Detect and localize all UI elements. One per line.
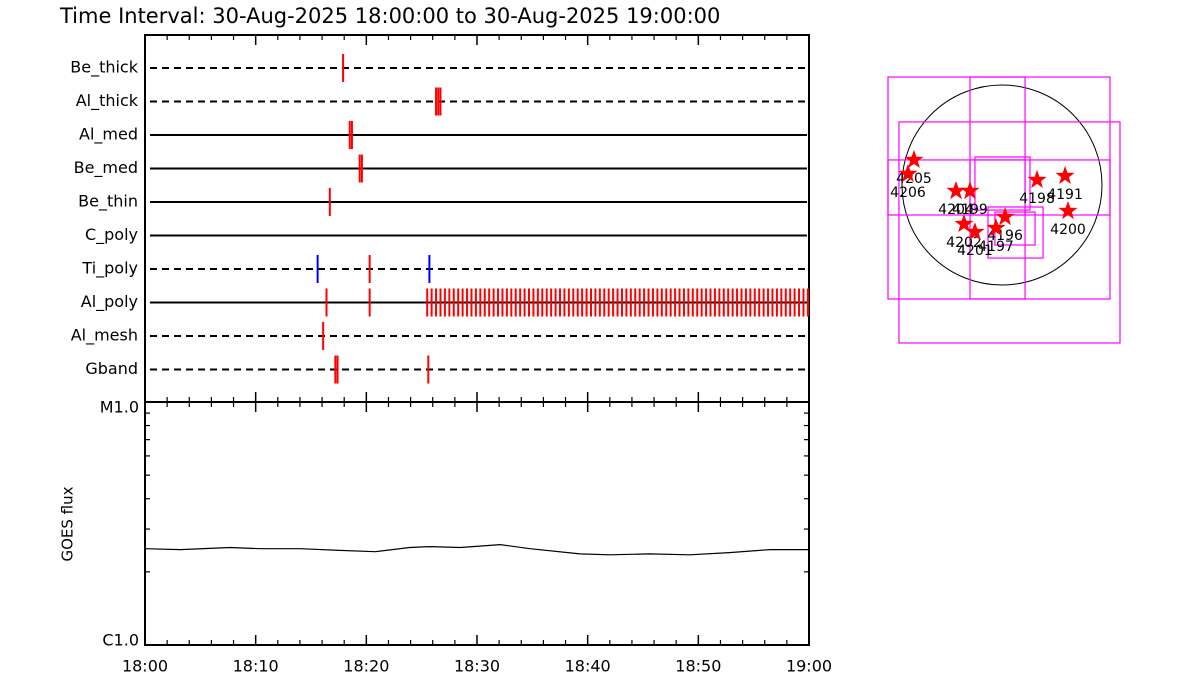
x-tick-label: 19:00 bbox=[786, 657, 832, 676]
x-tick-label: 18:50 bbox=[675, 657, 721, 676]
region-label: 4204 bbox=[938, 202, 974, 218]
fov-box bbox=[887, 159, 1026, 300]
title: Time Interval: 30-Aug-2025 18:00:00 to 3… bbox=[59, 4, 720, 28]
x-tick-label: 18:40 bbox=[565, 657, 611, 676]
fov-box bbox=[898, 121, 1121, 344]
region-star bbox=[1058, 201, 1078, 220]
region-label: 4199 bbox=[952, 202, 988, 218]
region-label: 4200 bbox=[1050, 222, 1086, 238]
region-star bbox=[898, 163, 918, 182]
fov-box bbox=[974, 156, 1031, 211]
row-label: Gband bbox=[85, 359, 138, 378]
region-star bbox=[965, 222, 985, 241]
fov-box bbox=[969, 76, 1111, 216]
row-label: Al_poly bbox=[81, 292, 138, 312]
x-tick-label: 18:00 bbox=[122, 657, 168, 676]
region-label: 4191 bbox=[1047, 187, 1083, 203]
region-label: 4201 bbox=[957, 243, 993, 259]
region-label: 4197 bbox=[978, 239, 1014, 255]
region-star bbox=[1027, 169, 1047, 188]
region-label: 4202 bbox=[946, 235, 982, 251]
region-star bbox=[946, 181, 966, 200]
solar-limb bbox=[901, 84, 1103, 286]
region-label: 4206 bbox=[890, 185, 926, 201]
x-tick-label: 18:30 bbox=[454, 657, 500, 676]
region-star bbox=[1055, 165, 1075, 184]
region-star bbox=[960, 181, 980, 200]
row-label: Al_thick bbox=[76, 91, 139, 111]
y-axis-label: GOES flux bbox=[59, 486, 77, 561]
x-tick-label: 18:10 bbox=[233, 657, 279, 676]
fov-box bbox=[887, 76, 1026, 216]
goes-curve bbox=[144, 543, 809, 556]
region-star bbox=[986, 218, 1006, 237]
region-star bbox=[904, 149, 924, 168]
region-label: 4198 bbox=[1019, 191, 1055, 207]
region-star bbox=[995, 207, 1015, 226]
region-star bbox=[954, 214, 974, 233]
row-label: Be_thin bbox=[78, 192, 138, 212]
x-tick-label: 18:20 bbox=[343, 657, 389, 676]
fov-box bbox=[987, 206, 1044, 259]
row-label: C_poly bbox=[85, 225, 138, 245]
row-label: Al_mesh bbox=[71, 326, 138, 346]
y-tick-label: C1.0 bbox=[102, 631, 139, 650]
row-label: Be_thick bbox=[70, 58, 138, 78]
row-label: Al_med bbox=[79, 125, 138, 145]
row-label: Be_med bbox=[74, 158, 138, 178]
row-label: Ti_poly bbox=[81, 259, 138, 279]
y-tick-label: M1.0 bbox=[100, 398, 139, 417]
